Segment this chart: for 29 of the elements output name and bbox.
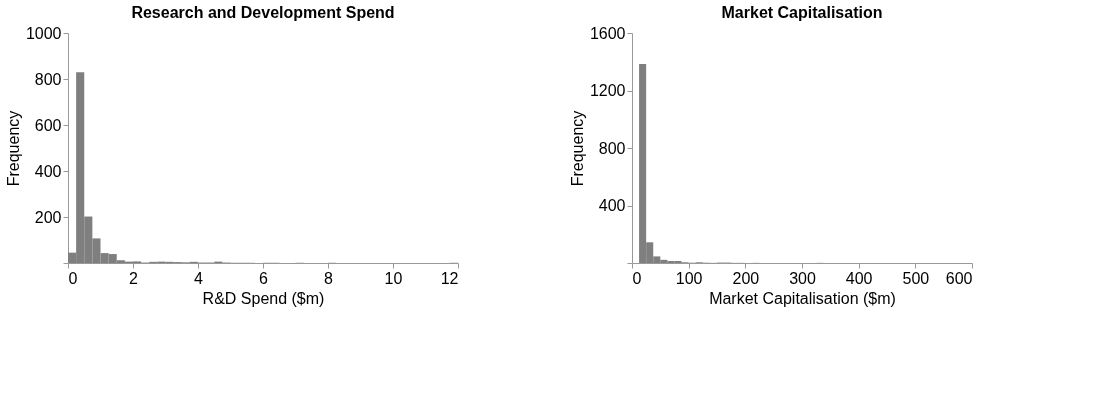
x-tick-label: 4 <box>194 269 204 287</box>
x-tick-label: 2 <box>129 269 139 287</box>
chart-title: Market Capitalisation <box>721 4 883 21</box>
y-axis-title: Frequency <box>568 110 586 187</box>
y-tick-label: 400 <box>598 197 626 214</box>
x-axis-title: Market Capitalisation ($m) <box>709 289 896 307</box>
x-tick-label: 8 <box>324 269 334 287</box>
x-tick-label: 100 <box>675 269 703 287</box>
y-tick-label: 1200 <box>589 82 626 99</box>
y-tick-label: 400 <box>34 162 62 180</box>
y-tick-label: 800 <box>598 139 626 157</box>
y-tick-label: 600 <box>34 116 62 134</box>
y-axis-title: Frequency <box>4 110 22 187</box>
x-tick-label: 12 <box>440 269 459 287</box>
x-tick-label: 400 <box>845 269 873 287</box>
x-tick-label: 6 <box>259 269 269 287</box>
y-tick-label: 800 <box>34 70 62 88</box>
y-tick-label: 1600 <box>589 24 626 42</box>
x-tick-label: 300 <box>789 269 816 287</box>
x-tick-label: 0 <box>68 269 78 287</box>
y-tick-label: 1000 <box>25 24 62 42</box>
chart-title: Research and Development Spend <box>131 4 395 21</box>
x-tick-label: 500 <box>902 269 930 287</box>
x-tick-label: 0 <box>632 269 642 287</box>
x-tick-label: 200 <box>732 269 760 287</box>
x-tick-label: 600 <box>945 269 973 287</box>
x-axis-title: R&D Spend ($m) <box>202 289 325 307</box>
y-tick-label: 200 <box>34 208 62 226</box>
x-tick-label: 10 <box>384 269 403 287</box>
